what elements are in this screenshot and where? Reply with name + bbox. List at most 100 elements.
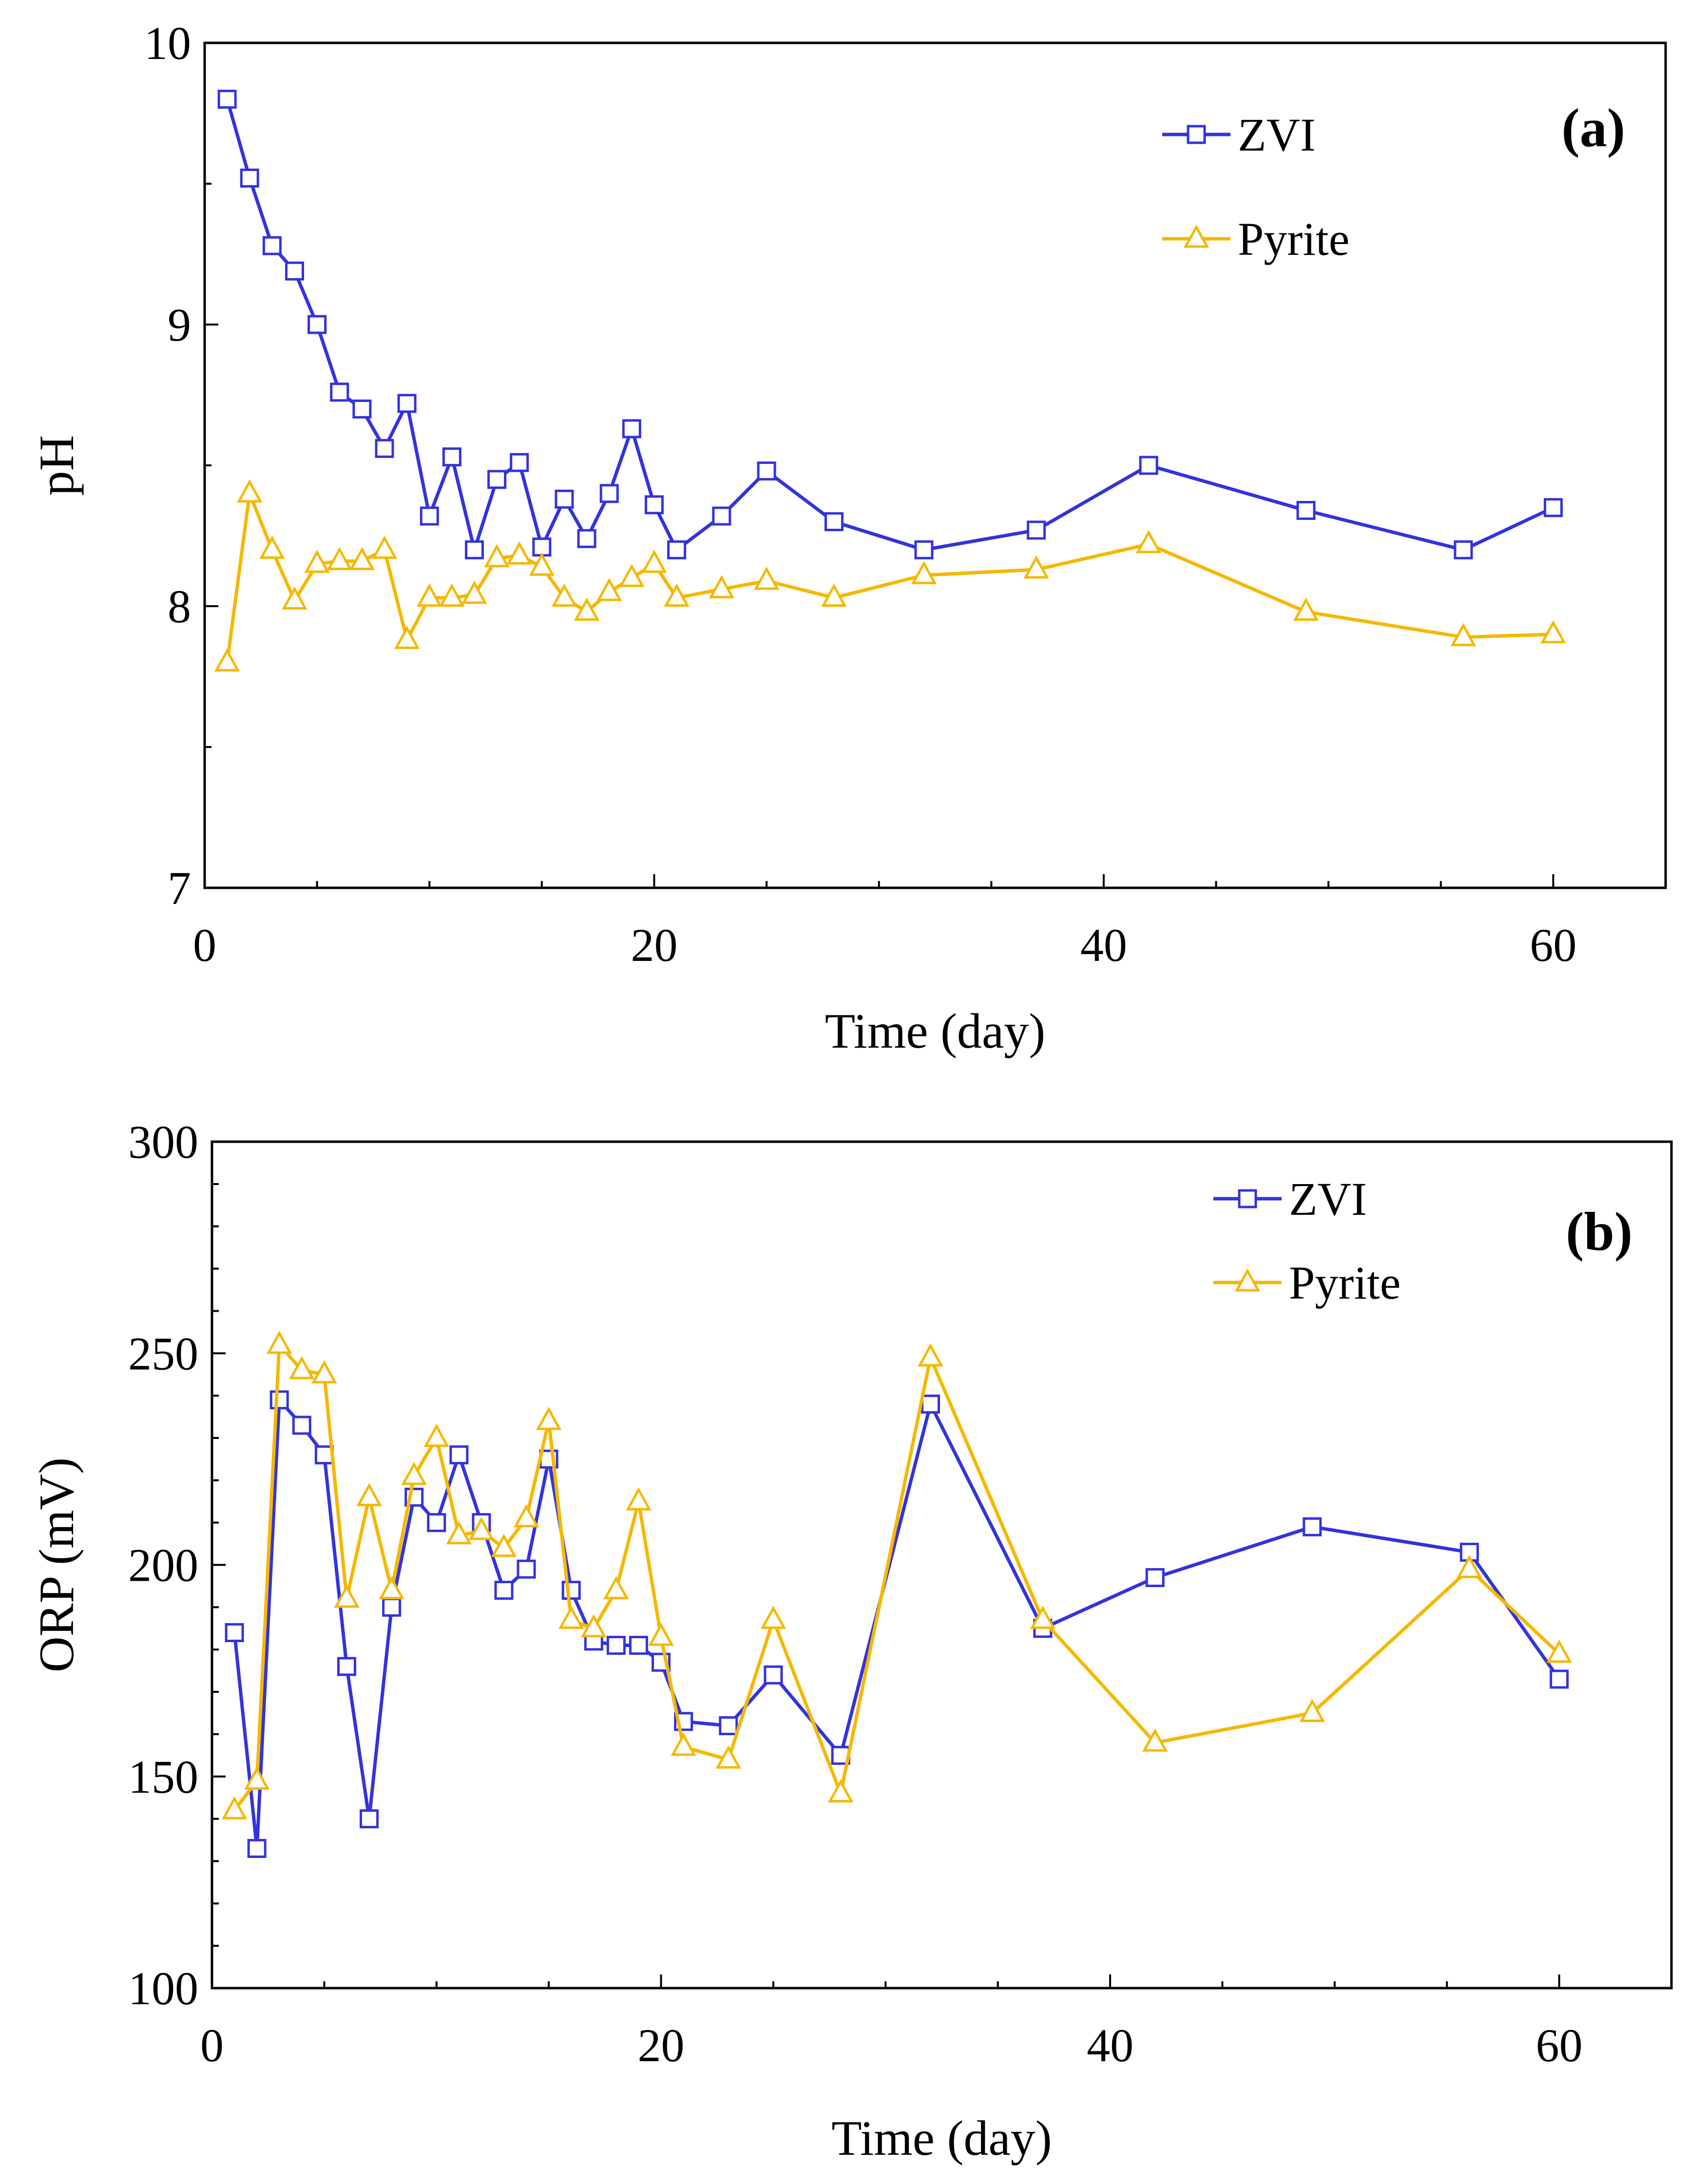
data-point-zvi: [360, 1809, 379, 1829]
y-tick-label: 10: [144, 17, 191, 69]
data-point-pyrite: [1023, 555, 1049, 579]
data-point-pyrite: [626, 1487, 652, 1511]
data-point-pyrite: [423, 1423, 449, 1447]
series-line-pyrite: [233, 1343, 1561, 1812]
data-point-zvi: [449, 1445, 469, 1465]
data-point-zvi: [247, 1839, 267, 1858]
data-point-zvi: [1296, 500, 1316, 520]
data-point-pyrite: [334, 1584, 360, 1608]
data-point-pyrite: [1299, 1699, 1325, 1722]
panel-label: (b): [1566, 1202, 1632, 1262]
data-point-pyrite: [237, 479, 263, 503]
data-point-pyrite: [282, 586, 307, 610]
legend-marker-pyrite: [1183, 224, 1209, 248]
legend-marker-zvi: [1238, 1189, 1257, 1208]
y-tick-label: 100: [128, 1962, 198, 2014]
data-point-zvi: [914, 540, 934, 559]
data-point-zvi: [375, 439, 394, 458]
data-point-zvi: [712, 506, 731, 526]
legend-marker-zvi: [1187, 125, 1206, 144]
data-point-zvi: [382, 1597, 402, 1617]
data-point-pyrite: [1030, 1606, 1056, 1629]
data-point-zvi: [1139, 456, 1158, 475]
x-tick-label: 0: [200, 2019, 224, 2071]
data-point-zvi: [719, 1716, 738, 1736]
data-point-pyrite: [1450, 623, 1477, 647]
data-point-zvi: [442, 447, 461, 467]
y-tick-label: 300: [128, 1116, 198, 1168]
data-point-zvi: [262, 236, 282, 255]
data-point-zvi: [629, 1636, 648, 1655]
data-point-zvi: [667, 540, 687, 559]
data-point-pyrite: [1135, 530, 1162, 554]
x-tick-label: 40: [1087, 2019, 1133, 2071]
data-point-zvi: [606, 1636, 626, 1655]
data-point-zvi: [599, 484, 619, 503]
data-point-zvi: [824, 512, 844, 532]
x-axis-title: Time (day): [831, 2111, 1052, 2166]
data-point-zvi: [1543, 498, 1563, 517]
panel-label: (a): [1561, 98, 1625, 158]
data-point-pyrite: [289, 1356, 315, 1379]
y-tick-label: 8: [168, 580, 191, 632]
data-point-zvi: [337, 1657, 356, 1676]
y-tick-label: 9: [168, 299, 191, 351]
x-tick-label: 60: [1536, 2019, 1583, 2071]
data-point-zvi: [577, 529, 596, 548]
data-point-pyrite: [918, 1343, 943, 1367]
data-point-zvi: [510, 453, 529, 472]
data-point-pyrite: [506, 541, 532, 565]
legend-label-pyrite: Pyrite: [1289, 1257, 1401, 1309]
data-point-pyrite: [641, 550, 667, 573]
data-point-pyrite: [356, 1483, 382, 1507]
data-point-pyrite: [259, 536, 285, 559]
data-point-zvi: [464, 540, 484, 559]
x-axis-title: Time (day): [825, 1004, 1045, 1059]
data-point-pyrite: [753, 566, 780, 590]
data-point-zvi: [225, 1623, 244, 1642]
data-point-zvi: [644, 495, 664, 515]
data-point-pyrite: [214, 648, 240, 672]
data-point-pyrite: [551, 583, 577, 607]
data-point-zvi: [1550, 1669, 1569, 1689]
x-tick-label: 60: [1530, 919, 1576, 971]
data-point-zvi: [307, 315, 327, 334]
y-tick-label: 250: [128, 1327, 198, 1379]
data-point-zvi: [330, 383, 349, 402]
data-point-zvi: [494, 1581, 514, 1600]
data-point-zvi: [764, 1665, 783, 1685]
data-point-pyrite: [596, 577, 622, 601]
data-point-zvi: [292, 1416, 311, 1435]
data-point-pyrite: [221, 1796, 248, 1820]
data-point-pyrite: [709, 575, 735, 598]
data-point-pyrite: [349, 547, 375, 571]
data-point-pyrite: [760, 1606, 787, 1629]
data-point-zvi: [217, 90, 237, 109]
chart-panel-a: 7 8 9 10 0 20 40 60 Time (day) pH ZVI Pyrite (a): [29, 17, 1667, 1059]
data-point-zvi: [420, 506, 439, 526]
data-point-pyrite: [513, 1504, 539, 1528]
data-point-pyrite: [468, 1516, 495, 1540]
data-point-zvi: [285, 261, 304, 281]
data-point-pyrite: [461, 580, 487, 604]
data-point-pyrite: [379, 1576, 404, 1600]
legend-label-pyrite: Pyrite: [1238, 213, 1349, 265]
x-tick-label: 0: [193, 919, 216, 971]
data-point-pyrite: [491, 1533, 517, 1557]
data-point-zvi: [555, 489, 574, 509]
data-point-pyrite: [484, 544, 510, 568]
data-point-pyrite: [304, 550, 330, 573]
x-tick-label: 20: [631, 919, 677, 971]
data-point-pyrite: [715, 1745, 741, 1769]
data-point-zvi: [1145, 1568, 1165, 1588]
y-tick-label: 7: [168, 862, 191, 914]
y-axis-title: pH: [29, 435, 84, 496]
data-point-pyrite: [311, 1360, 337, 1384]
y-tick-label: 200: [128, 1539, 198, 1591]
data-point-zvi: [427, 1513, 446, 1533]
data-point-zvi: [561, 1581, 581, 1600]
data-point-zvi: [517, 1559, 536, 1579]
data-point-pyrite: [821, 583, 847, 607]
data-point-pyrite: [439, 583, 465, 607]
